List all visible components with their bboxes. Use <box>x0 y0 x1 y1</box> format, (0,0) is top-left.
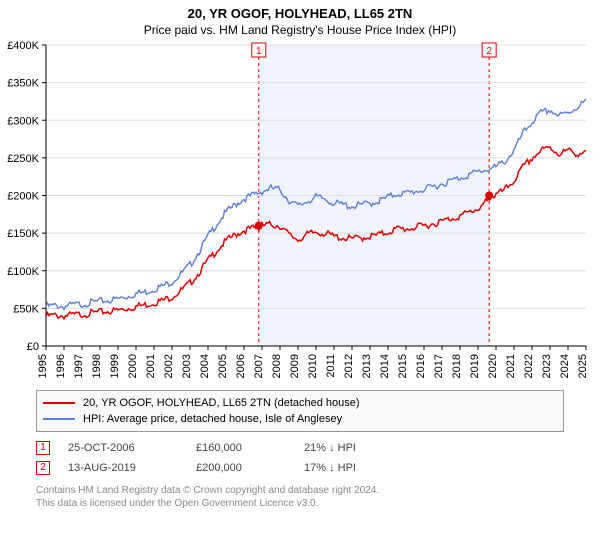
x-tick-label: 2014 <box>379 354 391 378</box>
y-tick-label: £100K <box>7 266 39 278</box>
x-tick-label: 2009 <box>289 354 301 378</box>
legend-box: 20, YR OGOF, HOLYHEAD, LL65 2TN (detache… <box>36 390 564 432</box>
x-tick-label: 2007 <box>253 354 265 378</box>
sale-marker-num: 1 <box>36 441 50 455</box>
page-subtitle: Price paid vs. HM Land Registry's House … <box>0 23 600 37</box>
chart-svg: £0 £50K £100K £150K £200K £250K £300K £350K £400… <box>0 39 600 384</box>
sale-row: 1 25-OCT-2006 £160,000 21% ↓ HPI <box>36 438 564 458</box>
sale-date: 25-OCT-2006 <box>68 438 178 458</box>
sale-marker-num: 2 <box>36 461 50 475</box>
x-tick-label: 2018 <box>451 354 463 378</box>
x-tick-label: 2011 <box>325 354 337 378</box>
x-tick-label: 2006 <box>235 354 247 378</box>
x-tick-label: 2017 <box>433 354 445 378</box>
x-tick-label: 2000 <box>127 354 139 378</box>
x-tick-label: 2015 <box>397 354 409 378</box>
legend-label: 20, YR OGOF, HOLYHEAD, LL65 2TN (detache… <box>83 395 360 411</box>
y-tick-label: £350K <box>7 78 39 90</box>
x-tick-label: 1996 <box>55 354 67 378</box>
legend-label: HPI: Average price, detached house, Isle… <box>83 411 342 427</box>
y-tick-label: £400K <box>7 40 39 52</box>
x-tick-label: 2004 <box>199 354 211 378</box>
x-tick-label: 2005 <box>217 354 229 378</box>
x-tick-label: 2016 <box>415 354 427 378</box>
x-tick-label: 2010 <box>307 354 319 378</box>
x-tick-label: 1999 <box>109 354 121 378</box>
sale-flag-num: 2 <box>486 46 492 57</box>
sale-point <box>255 222 263 230</box>
legend-row: HPI: Average price, detached house, Isle… <box>43 411 557 427</box>
y-tick-label: £150K <box>7 228 39 240</box>
sale-row: 2 13-AUG-2019 £200,000 17% ↓ HPI <box>36 458 564 478</box>
x-tick-label: 2008 <box>271 354 283 378</box>
sales-table: 1 25-OCT-2006 £160,000 21% ↓ HPI 2 13-AUG-201… <box>36 438 564 478</box>
footer-line-1: Contains HM Land Registry data © Crown c… <box>36 484 564 497</box>
x-tick-label: 2002 <box>163 354 175 378</box>
sale-price: £200,000 <box>196 458 286 478</box>
x-tick-label: 2024 <box>559 354 571 378</box>
chart-header: 20, YR OGOF, HOLYHEAD, LL65 2TN Price pa… <box>0 0 600 39</box>
y-tick-label: £250K <box>7 153 39 165</box>
sale-flag-num: 1 <box>256 46 262 57</box>
y-tick-label: £0 <box>27 341 39 353</box>
x-tick-label: 2003 <box>181 354 193 378</box>
y-tick-label: £300K <box>7 115 39 127</box>
sale-date: 13-AUG-2019 <box>68 458 178 478</box>
sale-diff: 17% ↓ HPI <box>304 458 356 478</box>
x-tick-label: 2019 <box>469 354 481 378</box>
legend-swatch <box>43 402 75 404</box>
x-tick-label: 2001 <box>145 354 157 378</box>
sale-diff: 21% ↓ HPI <box>304 438 356 458</box>
price-chart: £0 £50K £100K £150K £200K £250K £300K £350K £400… <box>0 39 600 384</box>
x-tick-label: 2025 <box>577 354 589 378</box>
x-tick-label: 2020 <box>487 354 499 378</box>
page-title: 20, YR OGOF, HOLYHEAD, LL65 2TN <box>0 6 600 21</box>
x-tick-label: 1998 <box>91 354 103 378</box>
x-tick-label: 2023 <box>541 354 553 378</box>
x-tick-label: 2012 <box>343 354 355 378</box>
y-tick-label: £200K <box>7 191 39 203</box>
footer-attribution: Contains HM Land Registry data © Crown c… <box>36 484 564 510</box>
legend-swatch <box>43 418 75 420</box>
x-tick-label: 1997 <box>73 354 85 378</box>
x-tick-label: 1995 <box>37 354 49 378</box>
footer-line-2: This data is licensed under the Open Gov… <box>36 497 564 510</box>
sale-price: £160,000 <box>196 438 286 458</box>
legend-row: 20, YR OGOF, HOLYHEAD, LL65 2TN (detache… <box>43 395 557 411</box>
x-tick-label: 2021 <box>505 354 517 378</box>
x-tick-label: 2013 <box>361 354 373 378</box>
sale-point <box>485 192 493 200</box>
x-tick-label: 2022 <box>523 354 535 378</box>
y-tick-label: £50K <box>13 303 39 315</box>
